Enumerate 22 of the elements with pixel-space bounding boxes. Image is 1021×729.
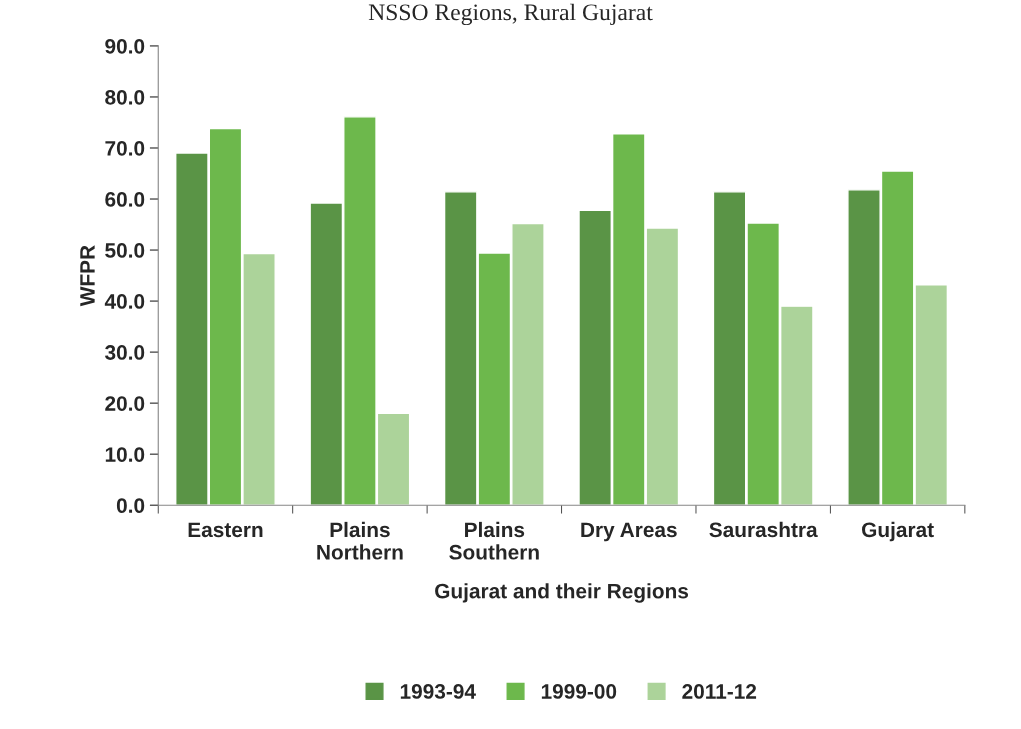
y-tick-label: 90.0 [105, 38, 145, 54]
x-tick-label: Dry Areas [581, 522, 677, 542]
y-tick-label: 20.0 [105, 396, 145, 411]
x-tick-label: Saurashtra [709, 521, 818, 538]
x-tick-label: Eastern [188, 522, 263, 538]
legend-label: 2011-12 [682, 684, 757, 699]
y-tick-label: 60.0 [105, 192, 145, 207]
y-tick-label: 30.0 [105, 345, 145, 360]
y-tick-label: 80.0 [105, 89, 145, 105]
chart-title: NSSO Regions, Rural Gujarat [368, 3, 653, 26]
x-tick-label: Plains Northern [317, 521, 403, 560]
y-tick-label: 40.0 [104, 294, 145, 309]
x-axis-title: Gujarat and their Regions [435, 583, 689, 603]
y-tick-label: 70.0 [105, 140, 145, 156]
legend-label: 1993-94 [400, 684, 476, 699]
y-tick-label: 0.0 [116, 498, 145, 513]
y-tick-label: 50.0 [105, 243, 145, 258]
x-tick-label: Plains Southern [449, 521, 539, 560]
x-tick-label: Gujarat [862, 521, 934, 542]
y-axis-title: WFPR [80, 245, 95, 307]
y-tick-label: 10.0 [105, 447, 145, 462]
legend-label: 1999-00 [541, 684, 617, 699]
